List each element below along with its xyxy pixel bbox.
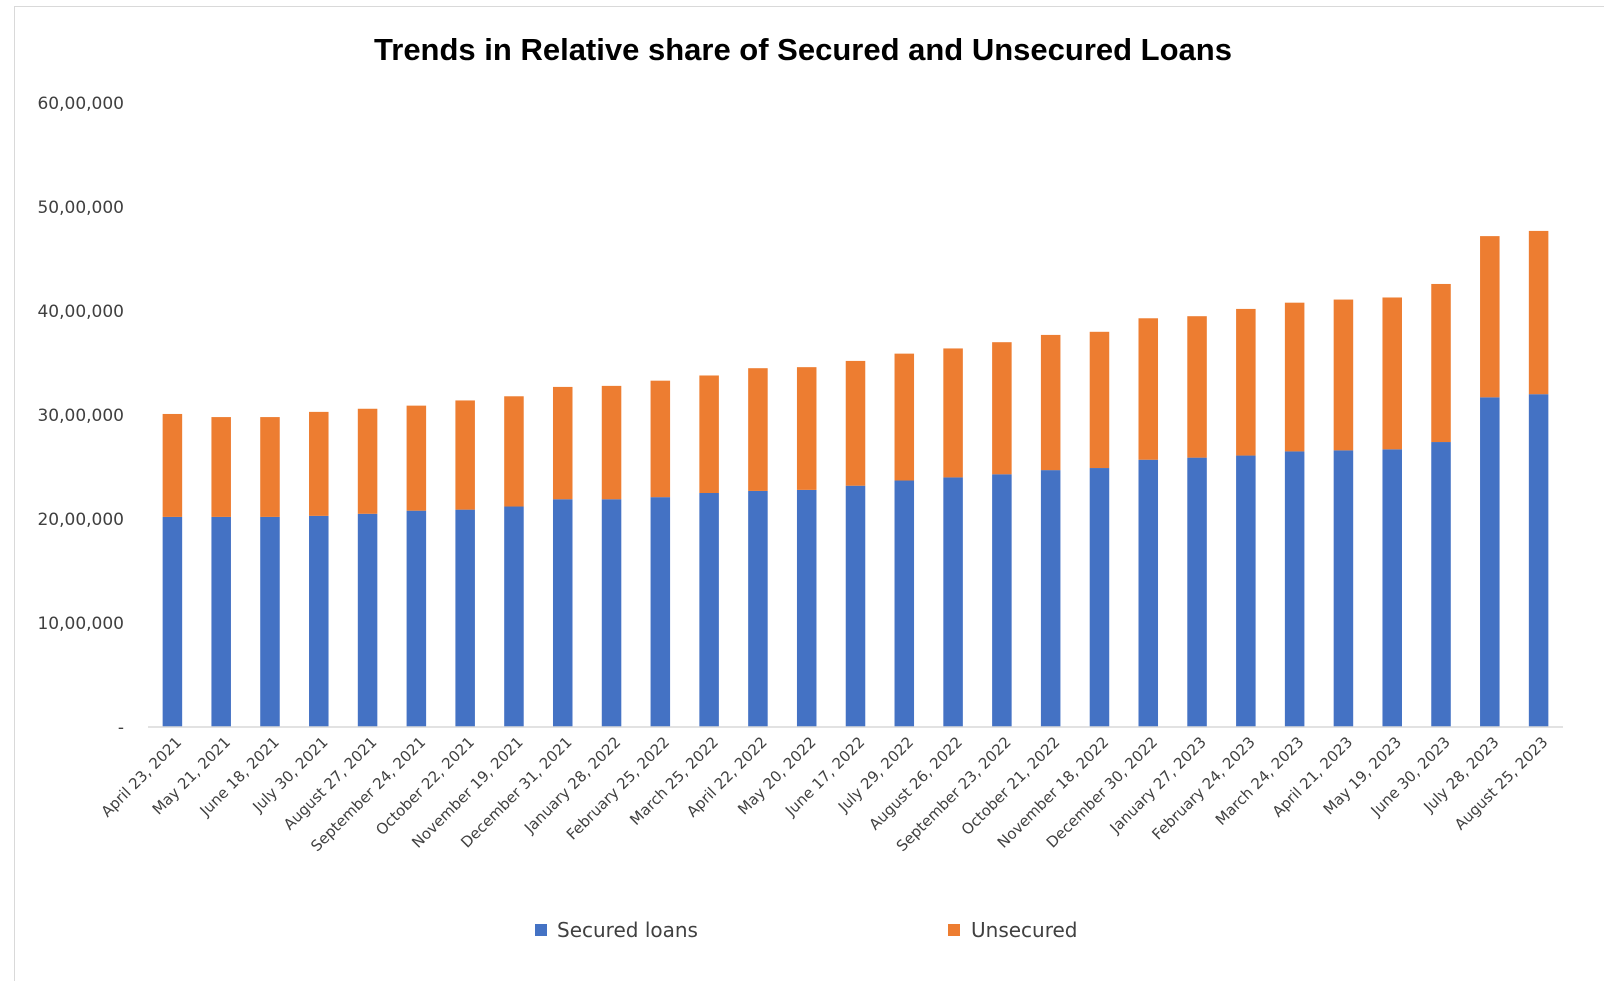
- bar-unsecured: [1333, 299, 1354, 451]
- bar-secured: [699, 493, 719, 727]
- bar-secured: [650, 497, 671, 727]
- bar-secured: [796, 489, 817, 727]
- bar-unsecured: [357, 408, 378, 514]
- bar-secured: [894, 480, 915, 727]
- bar-unsecured: [601, 385, 622, 500]
- bar-secured: [211, 516, 231, 727]
- bar-unsecured: [1236, 308, 1256, 456]
- chart-title: Trends in Relative share of Secured and …: [374, 32, 1232, 67]
- bar-unsecured: [406, 405, 427, 511]
- bar-unsecured: [943, 348, 963, 478]
- bars: [162, 230, 1549, 727]
- bar-unsecured: [1528, 230, 1549, 395]
- bar-unsecured: [260, 417, 280, 517]
- legend-label-unsecured: Unsecured: [971, 918, 1078, 942]
- bar-secured: [1187, 457, 1207, 727]
- bar-unsecured: [1382, 297, 1402, 450]
- bar-unsecured: [455, 400, 475, 510]
- bar-unsecured: [1284, 302, 1305, 452]
- bar-unsecured: [309, 411, 329, 516]
- bar-secured: [162, 516, 183, 727]
- x-tick-label: August 25, 2023: [1451, 733, 1551, 833]
- y-tick-label: 30,00,000: [37, 406, 124, 426]
- bar-secured: [406, 510, 427, 727]
- bar-secured: [943, 477, 963, 727]
- bar-secured: [1480, 397, 1500, 727]
- bar-secured: [1333, 450, 1354, 727]
- bar-unsecured: [845, 360, 866, 486]
- bar-unsecured: [699, 375, 719, 493]
- bar-unsecured: [504, 396, 524, 507]
- y-tick-label: 50,00,000: [37, 198, 124, 218]
- bar-unsecured: [552, 386, 573, 500]
- bar-secured: [455, 509, 475, 727]
- bar-unsecured: [1089, 331, 1110, 469]
- bar-secured: [1040, 470, 1061, 727]
- bar-secured: [309, 515, 329, 727]
- bar-secured: [357, 513, 378, 727]
- bar-secured: [845, 485, 866, 727]
- bar-unsecured: [1431, 283, 1451, 443]
- y-tick-label: 20,00,000: [37, 510, 124, 530]
- y-tick-label: -: [118, 718, 124, 738]
- x-tick-label: March 24, 2023: [1212, 733, 1308, 829]
- bar-secured: [1138, 459, 1159, 727]
- bar-secured: [992, 474, 1012, 727]
- legend-item-secured: Secured loans: [535, 918, 698, 942]
- bar-secured: [1236, 455, 1256, 727]
- bar-secured: [1528, 394, 1549, 727]
- legend-item-unsecured: Unsecured: [948, 918, 1078, 942]
- legend: Secured loans Unsecured: [535, 918, 1078, 942]
- bar-unsecured: [992, 342, 1012, 475]
- bar-secured: [601, 499, 622, 727]
- chart-frame: Trends in Relative share of Secured and …: [14, 6, 1604, 981]
- bar-unsecured: [1138, 318, 1159, 460]
- y-tick-label: 10,00,000: [37, 614, 124, 634]
- bar-unsecured: [650, 380, 671, 498]
- bar-unsecured: [1480, 236, 1500, 398]
- bar-secured: [552, 499, 573, 727]
- bar-unsecured: [162, 413, 183, 517]
- y-tick-label: 60,00,000: [37, 94, 124, 114]
- y-axis-ticks: - 10,00,000 20,00,000 30,00,000 40,00,000 50,…: [37, 94, 124, 738]
- bar-secured: [1089, 468, 1110, 727]
- bar-unsecured: [894, 353, 915, 481]
- legend-label-secured: Secured loans: [557, 918, 698, 942]
- chart-svg: Trends in Relative share of Secured and …: [37, 32, 1563, 942]
- bar-secured: [1382, 449, 1402, 727]
- bar-unsecured: [211, 417, 231, 517]
- bar-unsecured: [1187, 316, 1207, 458]
- bar-secured: [1431, 442, 1451, 727]
- x-tick-label: March 25, 2022: [626, 733, 722, 829]
- bar-unsecured: [748, 368, 768, 491]
- bar-unsecured: [1040, 334, 1061, 471]
- y-tick-label: 40,00,000: [37, 302, 124, 322]
- legend-swatch-unsecured: [948, 924, 960, 936]
- bar-secured: [260, 516, 280, 727]
- bar-secured: [504, 506, 524, 727]
- bar-unsecured: [796, 367, 817, 490]
- bar-secured: [748, 490, 768, 727]
- legend-swatch-secured: [535, 924, 547, 936]
- bar-secured: [1284, 451, 1305, 727]
